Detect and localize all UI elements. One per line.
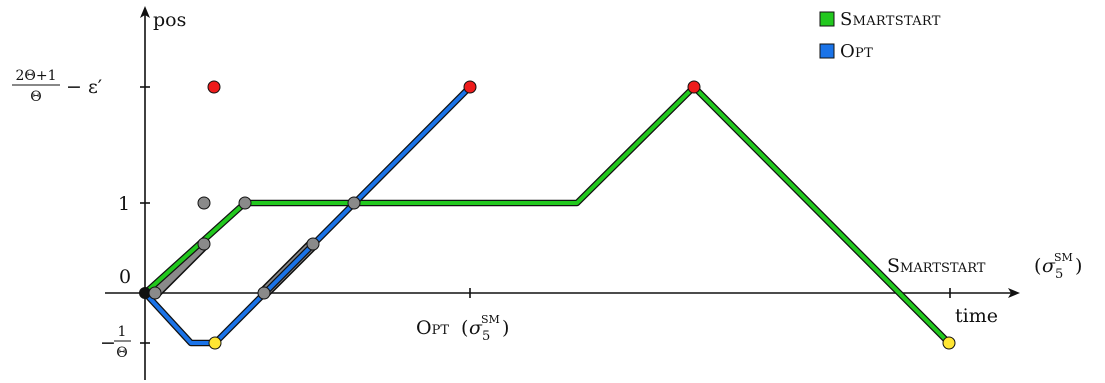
gray-band-left-fill xyxy=(150,239,209,298)
gray-point xyxy=(197,196,211,210)
x-tick-smart-sup: SM xyxy=(1054,251,1073,264)
y-axis-arrow xyxy=(140,6,150,18)
gray-point xyxy=(347,196,361,210)
x-tick-label-smart: Smartstart ( σ 5 SM ) xyxy=(887,251,1082,282)
legend: Smartstart Opt xyxy=(819,9,941,62)
y-tick-label-top: 2Θ+1 Θ − ε′ xyxy=(12,68,102,105)
x-tick-smart-sub: 5 xyxy=(1055,267,1063,282)
yellow-point xyxy=(942,336,956,350)
x-tick-smart-sigma: σ xyxy=(1042,255,1056,277)
x-tick-label-opt: Opt ( σ 5 SM ) xyxy=(416,313,509,344)
legend-label-opt: Opt xyxy=(840,41,873,62)
x-tick-opt-name: Opt xyxy=(416,317,449,339)
origin-point xyxy=(139,287,151,299)
legend-swatch-green xyxy=(819,11,835,27)
y-tick-top-rest: − ε′ xyxy=(66,76,102,98)
axes xyxy=(105,6,1020,380)
gray-point xyxy=(238,196,252,210)
y-axis-label: pos xyxy=(153,9,186,31)
red-point xyxy=(207,80,221,94)
x-axis-label: time xyxy=(955,305,998,327)
y-tick-neg-den: Θ xyxy=(116,345,127,361)
yellow-point xyxy=(208,336,222,350)
y-tick-top-den: Θ xyxy=(30,89,41,105)
opt-path-outline xyxy=(142,84,473,347)
gray-point xyxy=(148,286,162,300)
smartstart-path xyxy=(143,85,951,345)
y-tick-neg-sign: − xyxy=(100,332,116,354)
red-point xyxy=(463,80,477,94)
gray-point xyxy=(306,237,320,251)
x-tick-opt-sigma: σ xyxy=(469,317,483,339)
opt-trajectory xyxy=(142,84,473,347)
y-tick-top-num: 2Θ+1 xyxy=(15,68,56,84)
points xyxy=(139,80,956,350)
legend-item-smartstart: Smartstart xyxy=(819,9,941,30)
smartstart-path-outline xyxy=(142,83,952,346)
x-tick-smart-paren-open: ( xyxy=(1034,255,1041,277)
x-tick-smart-name: Smartstart xyxy=(887,255,986,277)
y-tick-label-zero: 0 xyxy=(119,266,131,288)
x-tick-smart-paren-close: ) xyxy=(1075,255,1082,277)
legend-swatch-blue xyxy=(819,43,835,59)
y-tick-label-neg: − 1 Θ xyxy=(100,324,131,361)
gray-point xyxy=(257,286,271,300)
x-tick-opt-sub: 5 xyxy=(482,329,490,344)
smartstart-trajectory xyxy=(142,83,952,346)
legend-label-smartstart: Smartstart xyxy=(840,9,941,30)
x-axis-arrow xyxy=(1008,288,1020,298)
x-tick-opt-sup: SM xyxy=(481,313,500,326)
gray-point xyxy=(197,237,211,251)
red-point xyxy=(687,80,701,94)
y-tick-label-one: 1 xyxy=(118,193,130,215)
x-tick-opt-paren-open: ( xyxy=(461,317,468,339)
legend-item-opt: Opt xyxy=(819,41,873,62)
y-tick-neg-num: 1 xyxy=(118,324,127,340)
opt-path xyxy=(143,85,472,345)
x-tick-opt-paren-close: ) xyxy=(502,317,509,339)
